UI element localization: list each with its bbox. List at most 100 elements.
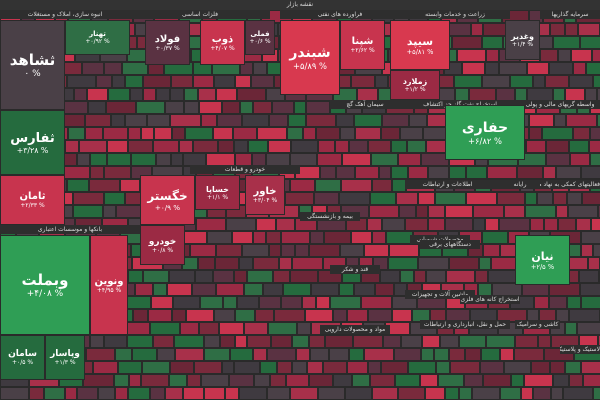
stock-cell	[510, 75, 533, 88]
stock-cell	[580, 36, 600, 49]
stock-cell	[157, 348, 175, 361]
stock-change: +۴/۰۸ %	[26, 289, 64, 299]
stock-tile: وغدیر +۱/۴ %	[505, 20, 540, 60]
stock-cell	[248, 140, 268, 153]
stock-cell	[187, 374, 201, 387]
stock-cell	[185, 127, 213, 140]
stock-cell	[87, 88, 108, 101]
stock-cell	[573, 62, 586, 75]
stock-cell	[550, 23, 565, 36]
stock-cell	[263, 283, 283, 296]
stock-cell	[74, 88, 87, 101]
sector-header: خودرو و قطعات	[190, 165, 300, 174]
stock-cell	[93, 361, 118, 374]
stock-cell	[389, 244, 419, 257]
stock-cell	[198, 88, 216, 101]
stock-cell	[487, 166, 517, 179]
stock-cell	[108, 88, 130, 101]
stock-cell	[143, 88, 156, 101]
stock-cell	[471, 23, 483, 36]
stock-cell	[302, 296, 316, 309]
stock-cell	[485, 218, 499, 231]
stock-cell	[290, 179, 315, 192]
stock-cell	[216, 244, 242, 257]
stock-cell	[486, 49, 499, 62]
stock-cell	[370, 192, 396, 205]
stock-cell	[500, 348, 514, 361]
stock-cell	[170, 361, 194, 374]
stock-cell	[219, 322, 244, 335]
stock-cell	[116, 205, 142, 218]
stock-cell	[570, 153, 590, 166]
stock-cell	[96, 75, 112, 88]
stock-cell	[581, 361, 600, 374]
stock-cell	[90, 153, 107, 166]
stock-cell	[305, 309, 333, 322]
stock-cell	[183, 387, 204, 400]
stock-cell	[530, 218, 544, 231]
stock-cell	[309, 244, 340, 257]
stock-cell	[222, 101, 240, 114]
stock-cell	[340, 127, 355, 140]
stock-cell	[549, 296, 567, 309]
stock-cell	[142, 361, 170, 374]
stock-cell	[233, 127, 257, 140]
stock-cell	[170, 88, 184, 101]
stock-cell	[336, 114, 354, 127]
stock-cell	[73, 192, 104, 205]
stock-name: خگستر	[147, 188, 188, 203]
stock-cell	[368, 140, 391, 153]
stock-name: ثامان	[19, 191, 46, 202]
sector-header: کاشی و سرامیک	[515, 320, 560, 329]
stock-cell	[65, 387, 77, 400]
stock-cell	[311, 283, 339, 296]
stock-cell	[341, 179, 372, 192]
stock-cell	[254, 374, 270, 387]
stock-cell	[240, 62, 253, 75]
stock-cell	[267, 348, 296, 361]
stock-cell	[317, 153, 342, 166]
stock-cell	[292, 361, 307, 374]
stock-cell	[171, 153, 183, 166]
stock-cell	[388, 257, 418, 270]
stock-name: ثفارس	[10, 130, 55, 146]
stock-cell	[581, 244, 593, 257]
stock-cell	[153, 335, 174, 348]
stock-cell	[257, 127, 287, 140]
stock-cell	[381, 361, 408, 374]
stock-cell	[481, 348, 500, 361]
stock-cell	[268, 322, 297, 335]
stock-cell	[306, 114, 336, 127]
stock-cell	[581, 231, 600, 244]
stock-cell	[141, 127, 154, 140]
stock-cell	[253, 257, 279, 270]
stock-cell	[148, 309, 172, 322]
stock-cell	[369, 205, 399, 218]
stock-cell	[239, 387, 267, 400]
stock-cell	[290, 270, 318, 283]
stock-cell	[247, 335, 271, 348]
stock-cell	[266, 231, 281, 244]
stock-cell	[345, 387, 372, 400]
stock-cell	[193, 140, 218, 153]
stock-name: وبملت	[21, 271, 69, 289]
stock-tile: خاور +۳/۰۴ %	[245, 175, 285, 215]
stock-cell	[309, 374, 333, 387]
stock-cell	[370, 374, 395, 387]
stock-cell	[459, 387, 472, 400]
stock-cell	[452, 36, 482, 49]
stock-cell	[466, 192, 497, 205]
stock-cell	[367, 218, 382, 231]
stock-cell	[154, 127, 172, 140]
stock-cell	[368, 309, 392, 322]
stock-cell	[271, 335, 292, 348]
stock-cell	[480, 361, 504, 374]
stock-cell	[204, 348, 230, 361]
sector-header: محصولات شیمیایی	[410, 235, 470, 244]
stock-cell	[554, 114, 566, 127]
stock-cell	[201, 374, 229, 387]
stock-tile: شپنا +۲/۶۲ %	[340, 20, 385, 70]
stock-name: ونوین	[94, 276, 124, 287]
stock-cell	[330, 296, 361, 309]
stock-cell	[112, 75, 125, 88]
